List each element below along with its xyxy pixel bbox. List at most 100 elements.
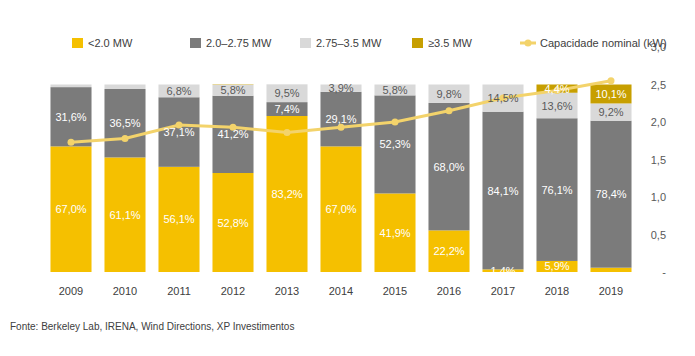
bar-segment	[266, 84, 307, 85]
legend-swatch	[300, 38, 311, 48]
data-label: 5,8%	[220, 84, 245, 96]
bar-segment	[482, 112, 523, 270]
bar-segment	[590, 103, 631, 120]
bar-segment	[428, 230, 469, 272]
data-label: 7,4%	[274, 103, 299, 115]
data-label: 5,8%	[382, 84, 407, 96]
data-label: 61,1%	[109, 209, 140, 221]
bar-segment	[266, 102, 307, 116]
data-label: 13,6%	[541, 100, 572, 112]
y2-tick-label: 0,5	[651, 229, 666, 241]
data-label: 41,2%	[217, 128, 248, 140]
plot-marks	[50, 77, 631, 272]
line-marker	[392, 119, 399, 126]
data-label: 52,3%	[379, 138, 410, 150]
bar-segment	[428, 85, 469, 103]
bar-segment	[374, 85, 415, 96]
data-label: 52,8%	[217, 217, 248, 229]
line-marker	[68, 139, 75, 146]
bar-segment	[104, 157, 145, 272]
x-tick-label: 2019	[599, 285, 623, 297]
bar-segment	[50, 146, 91, 272]
bar-segment	[158, 97, 199, 167]
bar-segment	[50, 84, 91, 85]
x-tick-label: 2012	[221, 285, 245, 297]
x-tick-label: 2013	[275, 285, 299, 297]
legend-label: <2.0 MW	[88, 37, 133, 49]
data-labels: 67,0%61,1%56,1%52,8%83,2%67,0%41,9%22,2%…	[55, 82, 626, 277]
line-marker	[446, 107, 453, 114]
data-label: 6,8%	[166, 85, 191, 97]
source-note: Fonte: Berkeley Lab, IRENA, Wind Directi…	[10, 321, 294, 332]
legend: <2.0 MW 2.0–2.75 MW 2.75–3.5 MW ≥3.5 MW Capa…	[72, 37, 667, 49]
data-label: 36,5%	[109, 117, 140, 129]
bar-segment	[374, 193, 415, 272]
bar-segment	[320, 92, 361, 147]
bar-segment	[482, 84, 523, 85]
line-marker	[284, 129, 291, 136]
chart-container: 67,0%61,1%56,1%52,8%83,2%67,0%41,9%22,2%…	[0, 0, 695, 356]
data-label: 1,4%	[490, 265, 515, 277]
legend-label: Capacidade nominal (kW)	[540, 37, 667, 49]
line	[71, 81, 611, 143]
bar-segment	[482, 85, 523, 112]
bar-segment	[428, 103, 469, 231]
bar-segment	[104, 89, 145, 157]
legend-swatch	[525, 40, 532, 47]
data-label: 83,2%	[271, 188, 302, 200]
data-label: 41,9%	[379, 227, 410, 239]
x-tick-label: 2014	[329, 285, 353, 297]
x-tick-label: 2018	[545, 285, 569, 297]
bar-segment	[50, 87, 91, 146]
bar-segment	[590, 268, 631, 272]
y2-tick-label: -	[662, 266, 666, 278]
x-tick-label: 2017	[491, 285, 515, 297]
data-label: 67,0%	[55, 203, 86, 215]
bar-segment	[266, 116, 307, 272]
bar-segment	[104, 85, 145, 90]
x-tick-label: 2010	[113, 285, 137, 297]
y2-tick-label: 2,0	[651, 116, 666, 128]
y2-tick-label: 1,0	[651, 191, 666, 203]
x-tick-label: 2015	[383, 285, 407, 297]
data-label: 9,8%	[436, 88, 461, 100]
data-label: 67,0%	[325, 203, 356, 215]
bar-segment	[212, 173, 253, 272]
data-label: 56,1%	[163, 213, 194, 225]
bar-segment	[212, 96, 253, 173]
bar-segment	[320, 146, 361, 272]
bar-segment	[590, 85, 631, 104]
data-label: 9,2%	[598, 106, 623, 118]
x-tick-label: 2011	[167, 285, 191, 297]
data-label: 14,5%	[487, 92, 518, 104]
bar-segment	[158, 167, 199, 272]
data-label: 10,1%	[595, 88, 626, 100]
data-label: 4,4%	[544, 83, 569, 95]
bar-segment	[50, 85, 91, 88]
data-label: 78,4%	[595, 188, 626, 200]
y2-tick-label: 1,5	[651, 154, 666, 166]
legend-swatch	[190, 38, 201, 48]
data-label: 37,1%	[163, 126, 194, 138]
bar-segment	[536, 93, 577, 119]
chart-svg: 67,0%61,1%56,1%52,8%83,2%67,0%41,9%22,2%…	[0, 0, 695, 356]
legend-label: ≥3.5 MW	[428, 37, 473, 49]
legend-swatch	[412, 38, 423, 48]
bar-segment	[374, 95, 415, 193]
data-label: 76,1%	[541, 184, 572, 196]
bar-segment	[266, 84, 307, 102]
data-label: 29,1%	[325, 113, 356, 125]
data-label: 84,1%	[487, 185, 518, 197]
y2-tick-label: 2,5	[651, 79, 666, 91]
data-label: 31,6%	[55, 111, 86, 123]
data-label: 68,0%	[433, 161, 464, 173]
legend-label: 2.0–2.75 MW	[206, 37, 272, 49]
bar-segment	[590, 121, 631, 268]
legend-swatch	[72, 38, 83, 48]
x-tick-label: 2009	[59, 285, 83, 297]
bar-segment	[428, 84, 469, 85]
legend-label: 2.75–3.5 MW	[316, 37, 382, 49]
bar-segment	[536, 261, 577, 272]
bar-segment	[212, 85, 253, 96]
data-label: 9,5%	[274, 87, 299, 99]
